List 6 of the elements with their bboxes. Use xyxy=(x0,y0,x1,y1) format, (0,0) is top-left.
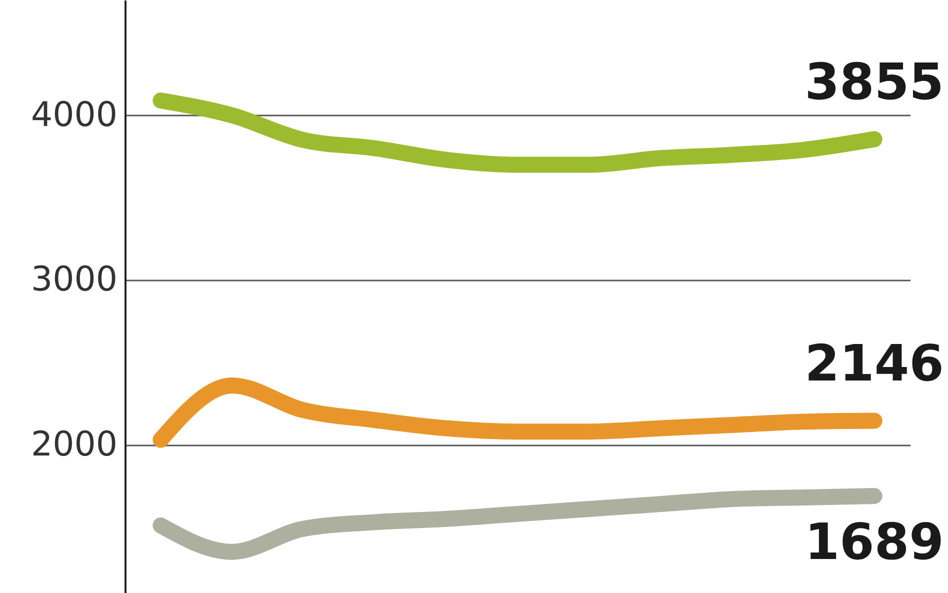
y-tick-label: 3000 xyxy=(30,260,118,300)
y-tick-label: 2000 xyxy=(30,424,118,464)
data-label: 3855 xyxy=(804,53,944,112)
data-label: 2146 xyxy=(804,334,944,393)
data-label: 1689 xyxy=(804,512,944,571)
y-tick-label: 4000 xyxy=(30,94,118,135)
